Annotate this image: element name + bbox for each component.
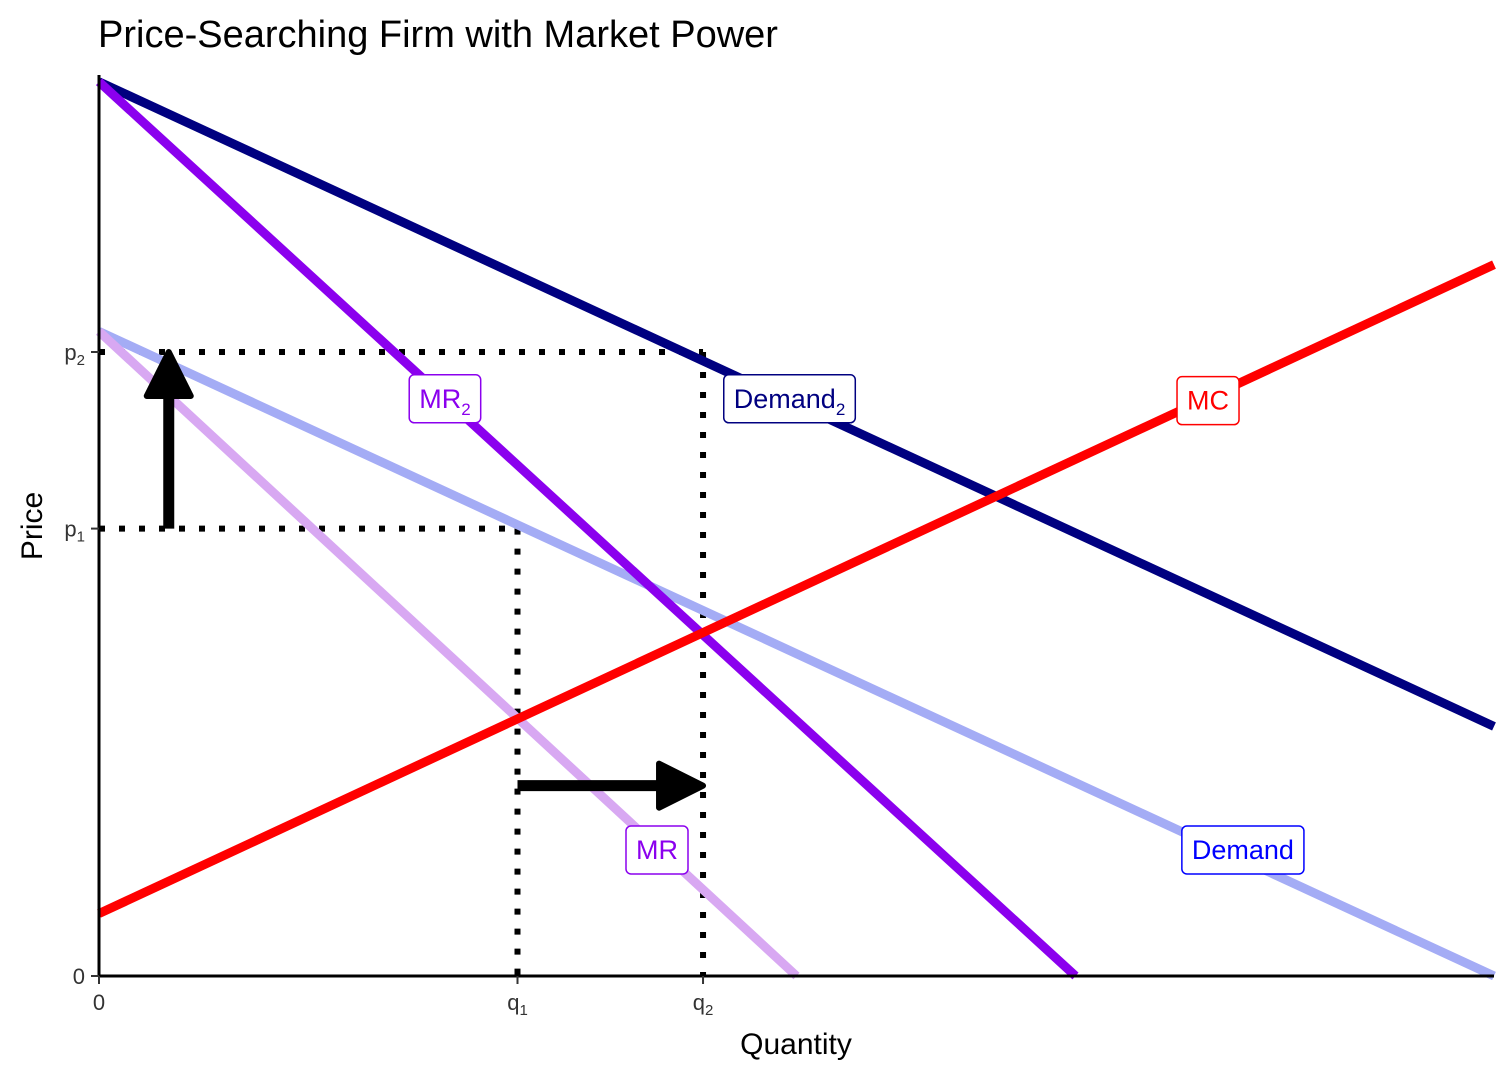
quantity-increase-arrow-head — [656, 760, 707, 811]
y-tick-label: p1 — [64, 517, 85, 546]
x-tick-label: q1 — [507, 990, 528, 1019]
mr-label-box — [625, 825, 689, 875]
price-increase-arrow — [143, 349, 194, 529]
demand-line — [97, 327, 1496, 980]
mr2-line — [95, 78, 1079, 980]
mr2-label-text: MR2 — [419, 384, 470, 419]
axis-ticks: 0 q1 q2 0 p1 p2 — [64, 340, 713, 1019]
mr2-label: MR2 — [408, 374, 482, 424]
mc-label-text: MC — [1187, 386, 1229, 416]
y-tick-label: p2 — [64, 340, 85, 369]
mr-label-text: MR — [636, 835, 678, 865]
demand-label-box — [1181, 825, 1305, 875]
x-axis-title: Quantity — [740, 1028, 852, 1061]
x-tick-label: 0 — [93, 990, 105, 1015]
demand-label-text: Demand — [1192, 835, 1294, 865]
y-tick-label: 0 — [73, 964, 85, 989]
mr-label: MR — [625, 825, 689, 875]
mr-line — [95, 328, 800, 980]
mc-label-box — [1176, 375, 1240, 426]
mr2-label-box — [408, 374, 482, 424]
mc-label: MC — [1176, 375, 1240, 426]
demand2-label-box — [723, 374, 857, 424]
quantity-increase-arrow — [517, 760, 707, 811]
price-increase-arrow-head — [143, 349, 194, 399]
plot-area: Demand MR Demand2 MR2 MC — [95, 77, 1496, 980]
chart-title: Price-Searching Firm with Market Power — [98, 14, 778, 56]
x-tick-label: q2 — [693, 990, 714, 1019]
demand2-label: Demand2 — [723, 374, 857, 424]
y-axis-title: Price — [16, 492, 49, 560]
mc-line — [97, 260, 1496, 918]
demand-label: Demand — [1181, 825, 1305, 875]
demand2-label-text: Demand2 — [734, 384, 846, 419]
